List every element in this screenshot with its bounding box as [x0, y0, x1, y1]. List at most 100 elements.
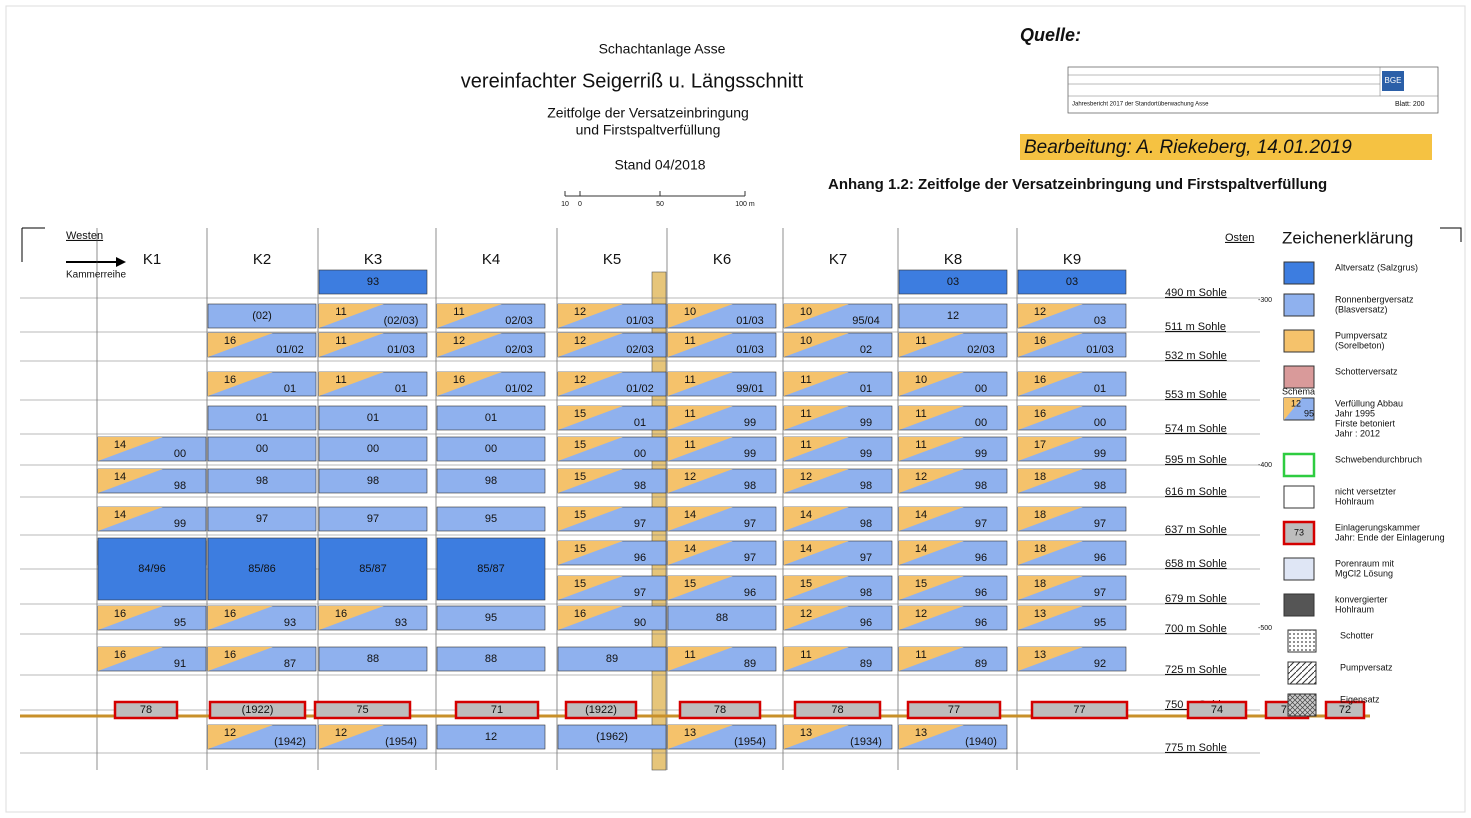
cell-label: 11 — [800, 374, 811, 386]
cell-label: 14 — [800, 543, 812, 555]
sample: 12 — [1291, 398, 1301, 408]
cell-label: 15 — [574, 509, 586, 521]
cell-label: 16 — [224, 335, 236, 347]
cell-label: 11 — [335, 335, 346, 347]
cell-label: 11 — [915, 439, 926, 451]
legend-label: Schwebendurchbruch — [1335, 454, 1422, 464]
cell-label: 99 — [744, 417, 756, 429]
cell-label: 11 — [684, 649, 695, 661]
cell-label: 11 — [684, 408, 695, 420]
cell-pump — [208, 647, 273, 671]
fill-cell: 12 (1942) — [207, 724, 317, 750]
cell-pump — [784, 333, 849, 357]
chamber-label: 78 — [714, 704, 726, 716]
cell-label: 01/02 — [276, 344, 304, 356]
cell-label: 10 — [800, 306, 812, 318]
level-label: 532 m Sohle — [1165, 350, 1227, 362]
cell-pump — [899, 372, 964, 396]
cell-label: 98 — [367, 475, 379, 487]
cell-blue — [318, 436, 428, 462]
fill-cell: 10 95/04 — [783, 303, 893, 329]
cell-label: 16 — [114, 649, 126, 661]
fill-cell: 12 — [898, 303, 1008, 329]
fill-cell: 13 (1934) — [783, 724, 893, 750]
fill-cell: 98 — [207, 468, 317, 494]
fill-cell: 00 — [207, 436, 317, 462]
cell-pump — [319, 606, 384, 630]
cell-pump — [668, 406, 733, 430]
legend-label: MgCl2 Lösung — [1335, 568, 1393, 578]
legend-label: Einlagerungskammer — [1335, 522, 1420, 532]
cell-label: 14 — [114, 509, 126, 521]
legend-item: Schotter — [1287, 629, 1374, 653]
legend-item: Altversatz (Salzgrus) — [1283, 261, 1418, 285]
cell-label: 84/96 — [138, 563, 166, 575]
cell-label: 98 — [174, 480, 186, 492]
subtitle: Zeitfolge der Versatzeinbringung — [547, 105, 749, 121]
storage-chamber — [454, 700, 540, 720]
level-label: 700 m Sohle — [1165, 623, 1227, 635]
swatch — [1282, 520, 1316, 546]
fill-cell: (1962) — [557, 724, 667, 750]
level-label: 511 m Sohle — [1165, 321, 1226, 333]
cell-label: 99 — [975, 448, 987, 460]
cell-label: 87 — [284, 658, 296, 670]
fill-cell: 14 98 — [97, 468, 207, 494]
fill-cell: 11 99 — [783, 405, 893, 431]
cell-pump — [558, 304, 623, 328]
cell-label: 97 — [860, 552, 872, 564]
column-label: K4 — [482, 251, 500, 268]
fill-cell: 11 99/01 — [667, 371, 777, 397]
cell-pump — [784, 606, 849, 630]
cell-label: 17 — [1034, 439, 1046, 451]
fill-cell: 13 (1954) — [667, 724, 777, 750]
fill-cell: 11 89 — [783, 646, 893, 672]
cell-blue — [898, 269, 1008, 295]
cell-pump — [899, 333, 964, 357]
cell-label: 15 — [574, 578, 586, 590]
cell-pump — [1018, 541, 1083, 565]
legend-label: Verfüllung Abbau — [1335, 398, 1403, 408]
storage-chamber — [208, 700, 307, 720]
cell-label: 12 — [915, 471, 927, 483]
cell-label: 88 — [485, 653, 497, 665]
column-label: K7 — [829, 251, 847, 268]
fill-cell: 16 01/02 — [207, 332, 317, 358]
cell-label: 14 — [915, 509, 927, 521]
cell-label: 16 — [574, 608, 586, 620]
cell-label: 99 — [1094, 448, 1106, 460]
storage-chamber — [1186, 700, 1248, 720]
cell-label: 00 — [174, 448, 186, 460]
cell-label: 98 — [485, 475, 497, 487]
cell-label: 00 — [634, 448, 646, 460]
cell-pump — [668, 507, 733, 531]
fill-cell: 11 99 — [667, 405, 777, 431]
cell-label: 13 — [915, 727, 927, 739]
fill-cell: 12 01/03 — [557, 303, 667, 329]
storage-chamber — [906, 700, 1002, 720]
cell-pump — [1018, 406, 1083, 430]
legend-label: Altversatz (Salzgrus) — [1335, 262, 1418, 272]
cell-label: 02/03 — [626, 344, 654, 356]
cell-label: 97 — [1094, 518, 1106, 530]
cell-pump — [668, 304, 733, 328]
cell-pump — [558, 333, 623, 357]
cell-label: 98 — [860, 518, 872, 530]
cell-blue — [557, 724, 667, 750]
cell-label: 00 — [975, 383, 987, 395]
cell-label: 12 — [335, 727, 347, 739]
cell-pump — [899, 507, 964, 531]
cell-pump — [319, 304, 384, 328]
fill-cell: 11 02/03 — [436, 303, 546, 329]
cell-label: 85/86 — [248, 563, 276, 575]
cell-blue — [318, 506, 428, 532]
cell-label: 97 — [744, 552, 756, 564]
cell-label: 96 — [860, 617, 872, 629]
cell-label: 16 — [224, 374, 236, 386]
fill-cell: 12 (1954) — [318, 724, 428, 750]
